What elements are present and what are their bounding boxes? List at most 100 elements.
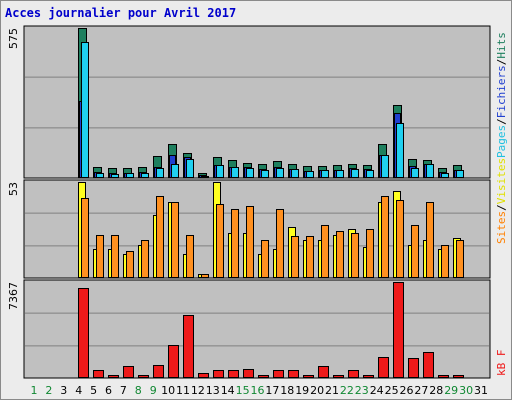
day-label: 10 [161,384,175,397]
bar-kb-f [78,288,89,378]
bar-sites [141,240,149,278]
chart-title: Acces journalier pour Avril 2017 [5,6,237,20]
bar-kb-f [93,370,104,378]
legend-hits-files-pages-part: / [495,118,508,125]
legend-hits-files-pages-part: Pages [495,125,508,158]
y-max-label: 7367 [7,282,20,310]
day-label: 1 [31,384,38,397]
bar-kb-f [408,358,419,378]
bar-kb-f [198,373,209,378]
bar-sites [126,251,134,278]
day-label: 5 [90,384,97,397]
bar-pages [81,42,89,178]
day-label: 26 [400,384,414,397]
bar-pages [186,159,194,178]
plot-area [23,25,491,179]
day-label: 25 [385,384,399,397]
bar-kb-f [453,375,464,378]
bar-pages [396,123,404,178]
y-max-label: 575 [7,28,20,49]
bar-pages [366,170,374,178]
bar-kb-f [138,375,149,378]
legend-hits-files-pages-part: Fichiers [495,65,508,118]
legend-hits-files-pages-part: Hits [495,32,508,59]
day-label: 23 [355,384,369,397]
day-label: 14 [221,384,235,397]
day-label: 28 [429,384,443,397]
bar-pages [276,168,284,178]
bar-sites [186,235,194,278]
bar-pages [426,164,434,178]
day-label: 16 [251,384,265,397]
bar-kb-f [378,357,389,378]
bar-sites [291,236,299,278]
legend-visits-sites-part: / [495,204,508,211]
bar-kb-f [348,370,359,378]
bar-kb-f [108,375,119,378]
day-label: 7 [120,384,127,397]
bar-kb-f [288,370,299,378]
day-label: 2 [45,384,52,397]
day-label: 4 [75,384,82,397]
day-label: 12 [191,384,205,397]
bar-kb-f [363,375,374,378]
day-label: 11 [176,384,190,397]
chart-panel-hits-files-pages: 575 [7,25,491,179]
bar-pages [456,170,464,178]
bar-sites [156,196,164,278]
bar-sites [381,196,389,278]
day-label: 31 [474,384,488,397]
bar-kb-f [333,375,344,378]
bar-sites [351,233,359,278]
bar-pages [201,176,209,178]
day-label: 19 [295,384,309,397]
day-label: 6 [105,384,112,397]
bar-pages [351,169,359,178]
bar-pages [306,171,314,178]
bar-pages [246,168,254,178]
legend-hits-files-pages: Pages/Fichiers/Hits [495,32,508,158]
bar-kb-f [168,345,179,378]
bar-pages [261,170,269,178]
bar-sites [111,235,119,278]
bar-sites [201,274,209,278]
day-label: 24 [370,384,384,397]
bar-kb-f [183,315,194,378]
bar-pages [231,167,239,178]
bar-sites [216,204,224,278]
bar-pages [441,173,449,178]
bar-sites [81,198,89,278]
legend-visits-sites-part: Sites [495,211,508,244]
bar-kb-f [438,375,449,378]
bar-pages [141,173,149,178]
bar-kb-f [228,370,239,378]
day-label: 9 [150,384,157,397]
bar-sites [96,235,104,278]
day-label: 20 [310,384,324,397]
bar-pages [126,173,134,178]
bar-kb-f [273,370,284,378]
bar-sites [261,240,269,278]
bar-kb-f [123,366,134,378]
bar-pages [156,168,164,178]
chart-panel-kbytes: 7367 [7,279,491,379]
bar-sites [411,225,419,278]
plot-area [23,279,491,379]
day-label: 13 [206,384,220,397]
bar-sites [171,202,179,278]
day-label: 17 [265,384,279,397]
legend-kbytes: kB F [495,350,508,377]
bar-kb-f [423,352,434,378]
bar-pages [111,174,119,178]
legend-hits-files-pages-part: / [495,59,508,66]
bar-pages [411,168,419,178]
bar-sites [276,209,284,278]
day-label: 3 [60,384,67,397]
bar-sites [396,200,404,278]
bar-kb-f [153,365,164,378]
bar-sites [306,236,314,278]
y-max-label: 53 [7,182,20,196]
bar-sites [456,240,464,278]
legend-visits-sites-part: Visites [495,158,508,204]
